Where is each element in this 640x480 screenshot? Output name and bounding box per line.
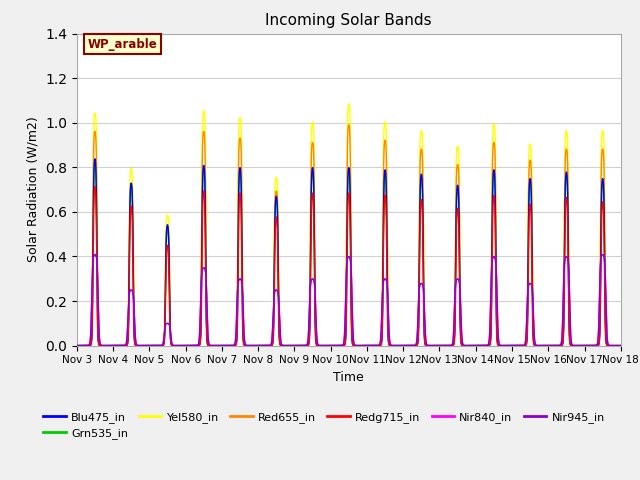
Nir945_in — [617, 343, 625, 348]
Grn535_in — [476, 343, 484, 348]
Blu475_in — [270, 305, 278, 311]
Redg715_in — [270, 320, 278, 326]
Grn535_in — [73, 343, 81, 348]
Redg715_in — [91, 184, 99, 190]
Yel580_in — [419, 137, 426, 143]
Yel580_in — [395, 343, 403, 348]
Nir840_in — [599, 252, 607, 257]
Red655_in — [506, 343, 513, 348]
Nir945_in — [599, 252, 607, 257]
Blu475_in — [419, 188, 426, 194]
Redg715_in — [100, 343, 108, 348]
Yel580_in — [506, 343, 513, 348]
Blu475_in — [617, 343, 625, 348]
Redg715_in — [616, 343, 623, 348]
Yel580_in — [476, 343, 484, 348]
Nir945_in — [395, 343, 403, 348]
Legend: Blu475_in, Grn535_in, Yel580_in, Red655_in, Redg715_in, Nir840_in, Nir945_in: Blu475_in, Grn535_in, Yel580_in, Red655_… — [39, 408, 609, 444]
Nir840_in — [270, 297, 278, 302]
Nir945_in — [100, 343, 108, 348]
Red655_in — [270, 296, 278, 301]
Redg715_in — [476, 343, 484, 348]
Grn535_in — [506, 343, 513, 348]
Red655_in — [73, 343, 81, 348]
Blu475_in — [91, 156, 99, 162]
Nir840_in — [395, 343, 403, 348]
Red655_in — [476, 343, 484, 348]
Grn535_in — [419, 192, 426, 198]
Grn535_in — [617, 343, 625, 348]
Line: Grn535_in: Grn535_in — [77, 163, 621, 346]
Line: Red655_in: Red655_in — [77, 125, 621, 346]
Grn535_in — [395, 343, 403, 348]
Redg715_in — [506, 343, 513, 348]
Blu475_in — [616, 343, 623, 348]
Nir945_in — [476, 343, 484, 348]
Nir945_in — [73, 343, 81, 348]
Title: Incoming Solar Bands: Incoming Solar Bands — [266, 13, 432, 28]
Red655_in — [419, 159, 426, 165]
Red655_in — [100, 343, 108, 348]
Yel580_in — [616, 343, 624, 348]
Red655_in — [395, 343, 403, 348]
Y-axis label: Solar Radiation (W/m2): Solar Radiation (W/m2) — [26, 117, 40, 263]
Redg715_in — [73, 343, 81, 348]
Yel580_in — [617, 343, 625, 348]
Red655_in — [617, 343, 625, 348]
Nir945_in — [270, 297, 278, 302]
Red655_in — [616, 343, 623, 348]
Blu475_in — [73, 343, 81, 348]
Nir945_in — [419, 281, 426, 287]
Nir840_in — [73, 343, 81, 348]
Nir840_in — [476, 343, 484, 348]
Redg715_in — [395, 343, 403, 348]
Nir840_in — [100, 343, 108, 348]
Yel580_in — [73, 343, 81, 348]
Blu475_in — [476, 343, 484, 348]
Grn535_in — [91, 160, 99, 166]
Line: Blu475_in: Blu475_in — [77, 159, 621, 346]
Red655_in — [345, 122, 353, 128]
Nir945_in — [506, 343, 513, 348]
Line: Yel580_in: Yel580_in — [77, 104, 621, 346]
Yel580_in — [270, 274, 278, 280]
Nir840_in — [146, 343, 154, 348]
Nir840_in — [506, 343, 513, 348]
Blu475_in — [395, 343, 403, 348]
Grn535_in — [100, 343, 108, 348]
Redg715_in — [617, 343, 625, 348]
Blu475_in — [506, 343, 513, 348]
Text: WP_arable: WP_arable — [88, 37, 157, 51]
Nir840_in — [617, 343, 625, 348]
Line: Nir945_in: Nir945_in — [77, 254, 621, 346]
X-axis label: Time: Time — [333, 371, 364, 384]
Grn535_in — [616, 343, 623, 348]
Yel580_in — [345, 101, 353, 107]
Nir945_in — [146, 343, 154, 348]
Grn535_in — [270, 307, 278, 312]
Blu475_in — [100, 343, 108, 348]
Redg715_in — [419, 218, 426, 224]
Line: Nir840_in: Nir840_in — [77, 254, 621, 346]
Yel580_in — [100, 343, 108, 348]
Nir840_in — [419, 281, 426, 287]
Line: Redg715_in: Redg715_in — [77, 187, 621, 346]
